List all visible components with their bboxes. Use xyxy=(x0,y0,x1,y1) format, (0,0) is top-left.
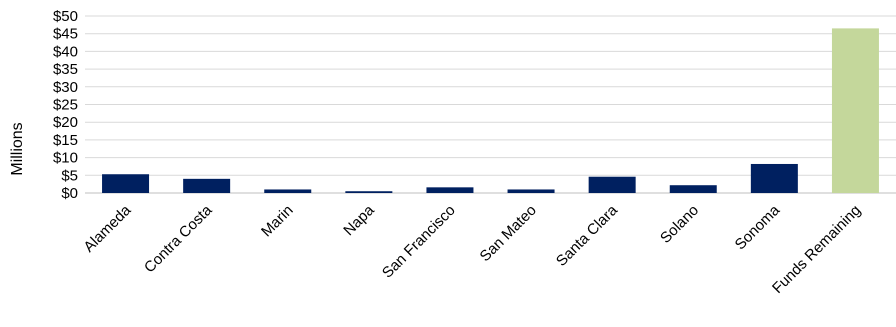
y-tick-label: $20 xyxy=(53,114,78,131)
bar-alameda xyxy=(102,174,150,193)
x-tick-label: Sonoma xyxy=(732,201,784,253)
y-tick-label: $15 xyxy=(53,132,78,149)
y-tick-label: $0 xyxy=(61,185,78,202)
x-tick-label: Solano xyxy=(657,202,702,247)
y-tick-label: $10 xyxy=(53,150,78,167)
y-axis-title: Millions xyxy=(9,122,26,175)
x-tick-label: Napa xyxy=(340,201,378,239)
y-tick-label: $45 xyxy=(53,26,78,43)
bar-sonoma xyxy=(750,163,798,193)
bar-san-francisco xyxy=(426,187,474,193)
bar-contra-costa xyxy=(183,178,231,193)
y-tick-label: $5 xyxy=(61,167,78,184)
y-axis-ticks: $0$5$10$15$20$25$30$35$40$45$50 xyxy=(53,8,78,202)
bar-santa-clara xyxy=(588,176,636,193)
y-tick-label: $30 xyxy=(53,79,78,96)
y-tick-label: $35 xyxy=(53,61,78,78)
bar-funds-remaining xyxy=(831,28,879,193)
x-tick-label: Contra Costa xyxy=(141,201,216,276)
bar-marin xyxy=(264,189,312,193)
bar-solano xyxy=(669,185,717,193)
x-tick-label: Marin xyxy=(258,202,297,241)
x-tick-label: Funds Remaining xyxy=(769,202,864,297)
x-axis-labels: Alameda Contra Costa Marin Napa San Francisc… xyxy=(80,201,864,297)
y-tick-label: $40 xyxy=(53,43,78,60)
bars xyxy=(102,28,879,193)
x-tick-label: San Mateo xyxy=(477,202,540,265)
bar-san-mateo xyxy=(507,189,555,193)
bar-napa xyxy=(345,191,393,193)
x-tick-label: Alameda xyxy=(80,201,134,255)
y-tick-label: $25 xyxy=(53,97,78,114)
x-tick-label: San Francisco xyxy=(379,202,459,282)
y-tick-label: $50 xyxy=(53,8,78,25)
x-tick-label: Santa Clara xyxy=(553,201,621,269)
gridlines xyxy=(85,15,896,194)
